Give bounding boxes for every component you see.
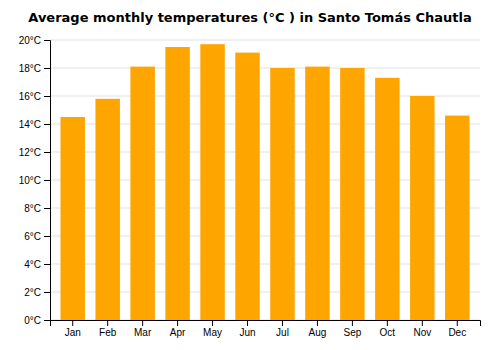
- tick-mark: [142, 320, 143, 326]
- tick-label: Jul: [276, 327, 289, 338]
- tick-label: Dec: [448, 327, 466, 338]
- tick-label: May: [203, 327, 222, 338]
- y-tick: 18°C: [19, 63, 50, 74]
- x-tick: Mar: [134, 320, 152, 338]
- bar: [130, 67, 154, 320]
- tick-label: 4°C: [24, 259, 41, 270]
- tick-mark: [44, 264, 50, 265]
- tick-label: Aug: [309, 327, 327, 338]
- x-tick: May: [203, 320, 222, 338]
- axis-line: [44, 41, 51, 321]
- x-tick: Jan: [65, 320, 81, 338]
- tick-label: 16°C: [19, 91, 41, 102]
- tick-label: Mar: [134, 327, 152, 338]
- tick-label: 18°C: [19, 63, 41, 74]
- y-tick: 6°C: [24, 231, 50, 242]
- bar: [95, 99, 119, 320]
- bar: [305, 67, 329, 320]
- bar: [375, 78, 399, 320]
- x-tick: Dec: [448, 320, 466, 338]
- tick-mark: [44, 292, 50, 293]
- bar: [445, 116, 469, 320]
- x-tick: Jun: [239, 320, 255, 338]
- x-tick: Sep: [343, 320, 361, 338]
- tick-mark: [44, 236, 50, 237]
- y-tick: 8°C: [24, 203, 50, 214]
- tick-mark: [44, 208, 50, 209]
- x-axis: Jan Feb Mar Apr May Jun Jul Aug Sep Oct Nov Dec: [51, 320, 481, 338]
- tick-mark: [44, 96, 50, 97]
- y-tick: 20°C: [19, 35, 50, 46]
- tick-label: 2°C: [24, 287, 41, 298]
- tick-label: 10°C: [19, 175, 41, 186]
- tick-mark: [247, 320, 248, 326]
- tick-label: Apr: [170, 327, 186, 338]
- bar: [410, 96, 434, 320]
- tick-mark: [44, 180, 50, 181]
- plot-area: 0°C 2°C 4°C 6°C 8°C 10°C 12°C 14°C 16°C 18°C 20°C J…: [19, 35, 481, 338]
- tick-mark: [107, 320, 108, 326]
- tick-mark: [317, 320, 318, 326]
- bar: [270, 68, 294, 320]
- tick-label: 12°C: [19, 147, 41, 158]
- tick-mark: [212, 320, 213, 326]
- tick-mark: [44, 124, 50, 125]
- bar: [165, 47, 189, 320]
- tick-label: 8°C: [24, 203, 41, 214]
- tick-label: Jan: [65, 327, 81, 338]
- tick-mark: [44, 68, 50, 69]
- tick-mark: [44, 152, 50, 153]
- tick-label: 20°C: [19, 35, 41, 46]
- tick-mark: [72, 320, 73, 326]
- y-axis: 0°C 2°C 4°C 6°C 8°C 10°C 12°C 14°C 16°C 18°C 20°C: [19, 35, 51, 326]
- tick-mark: [44, 40, 50, 41]
- grid: [50, 40, 480, 320]
- tick-mark: [457, 320, 458, 326]
- y-tick: 2°C: [24, 287, 50, 298]
- y-tick: 16°C: [19, 91, 50, 102]
- x-tick: Apr: [170, 320, 186, 338]
- grid-line: [50, 40, 480, 41]
- bar: [235, 53, 259, 320]
- tick-mark: [177, 320, 178, 326]
- tick-label: 0°C: [24, 315, 41, 326]
- x-tick: Feb: [99, 320, 117, 338]
- tick-mark: [44, 320, 50, 321]
- tick-label: Sep: [343, 327, 361, 338]
- x-tick: Oct: [380, 320, 396, 338]
- bar: [340, 68, 364, 320]
- chart-svg: 0°C 2°C 4°C 6°C 8°C 10°C 12°C 14°C 16°C 18°C 20°C J…: [0, 0, 500, 350]
- tick-mark: [422, 320, 423, 326]
- x-tick: Jul: [276, 320, 289, 338]
- tick-mark: [282, 320, 283, 326]
- axis-line: [51, 321, 481, 327]
- y-tick: 10°C: [19, 175, 50, 186]
- y-tick: 0°C: [24, 315, 50, 326]
- x-tick: Nov: [413, 320, 431, 338]
- tick-mark: [387, 320, 388, 326]
- tick-label: 14°C: [19, 119, 41, 130]
- tick-label: Nov: [413, 327, 431, 338]
- tick-mark: [352, 320, 353, 326]
- tick-label: Oct: [380, 327, 396, 338]
- x-tick: Aug: [309, 320, 327, 338]
- bar: [200, 44, 224, 320]
- y-tick: 12°C: [19, 147, 50, 158]
- bar: [60, 117, 84, 320]
- y-tick: 4°C: [24, 259, 50, 270]
- tick-label: 6°C: [24, 231, 41, 242]
- y-tick: 14°C: [19, 119, 50, 130]
- tick-label: Feb: [99, 327, 117, 338]
- grid-line: [50, 68, 480, 69]
- bars: [60, 44, 469, 320]
- tick-label: Jun: [239, 327, 255, 338]
- title: Average monthly temperatures (°C ) in Sa…: [28, 10, 471, 25]
- chart-container: 0°C 2°C 4°C 6°C 8°C 10°C 12°C 14°C 16°C 18°C 20°C J…: [0, 0, 500, 350]
